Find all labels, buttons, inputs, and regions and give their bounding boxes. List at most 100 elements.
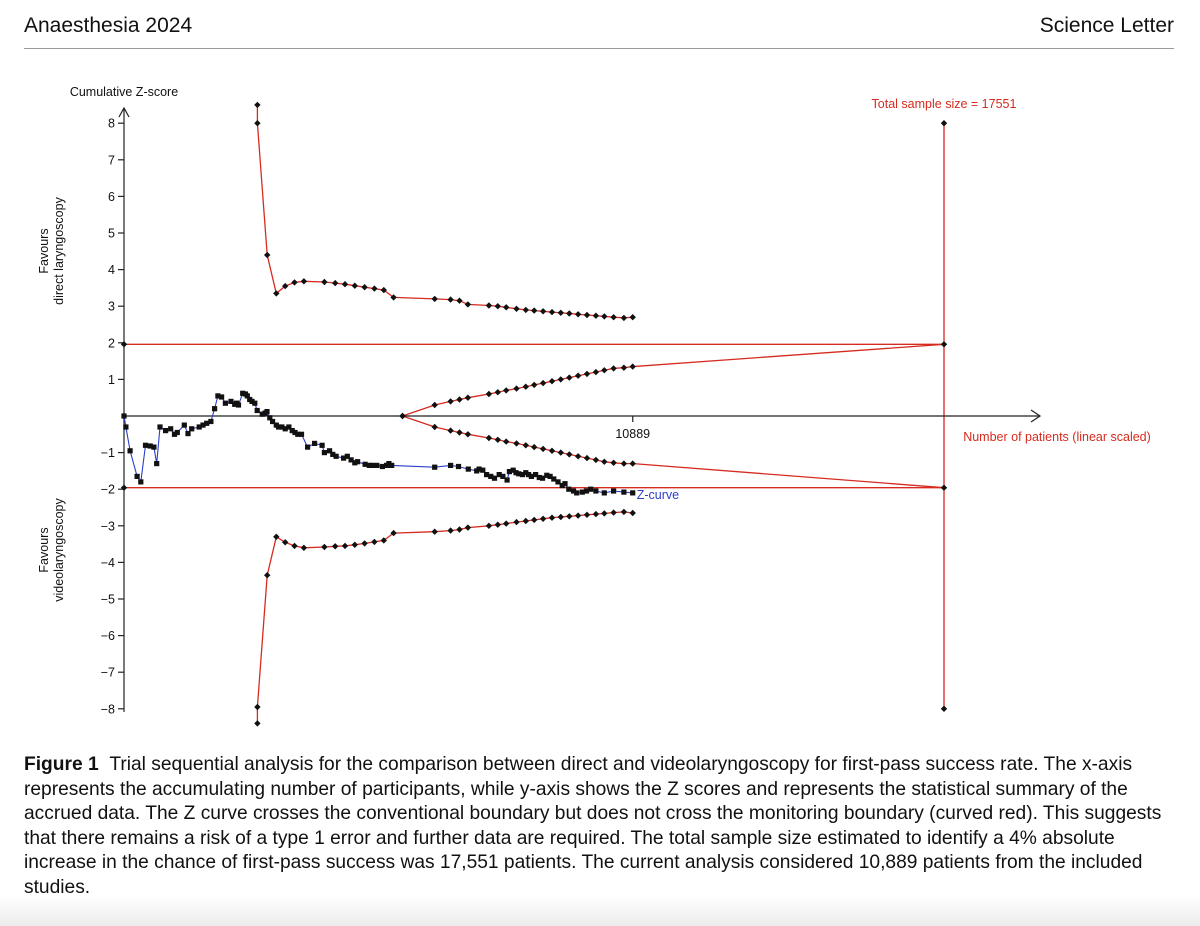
z-curve-point <box>526 472 532 478</box>
monitoring-boundary-lower-line <box>256 511 633 724</box>
monitoring-boundary-upper-point <box>629 314 636 321</box>
futility-boundary-lower-point <box>513 440 520 447</box>
futility-boundary-upper-point <box>456 396 463 403</box>
z-curve-point <box>491 475 498 481</box>
z-curve-point <box>448 462 454 468</box>
monitoring-boundary-upper-point <box>254 120 261 127</box>
futility-boundary-upper-point <box>464 394 472 401</box>
monitoring-boundary-upper-point <box>620 314 628 322</box>
futility-boundary-upper-point <box>601 367 608 374</box>
z-curve-point <box>355 459 361 465</box>
monitoring-boundary-lower-point <box>503 520 510 527</box>
monitoring-boundary-upper-point <box>566 310 573 317</box>
futility-boundary-lower-point <box>464 431 472 438</box>
z-curve-point <box>244 393 250 399</box>
z-curve-point <box>282 426 288 432</box>
futility-boundary-lower-line <box>402 415 945 489</box>
z-curve-point <box>305 444 311 450</box>
z-curve-point <box>570 488 577 494</box>
monitoring-boundary-upper-point <box>380 286 387 294</box>
monitoring-boundary-upper-point <box>456 297 463 304</box>
z-curve-point <box>147 443 153 449</box>
z-curve-point <box>432 464 438 470</box>
z-curve-point <box>621 489 627 495</box>
futility-boundary-lower-point <box>583 454 591 462</box>
z-curve-point <box>352 460 358 466</box>
journal-name: Anaesthesia 2024 <box>24 14 193 37</box>
monitoring-boundary-upper-point <box>390 294 397 301</box>
futility-boundary-lower-point <box>447 427 454 434</box>
monitoring-boundary-upper-point <box>557 309 564 316</box>
z-curve-point <box>276 424 282 430</box>
z-curve-point <box>333 453 339 459</box>
z-curve-point <box>157 424 163 430</box>
monitoring-boundary-upper-point <box>548 308 556 316</box>
z-curve-point <box>579 489 585 495</box>
futility-boundary-upper-point <box>620 364 628 371</box>
z-curve-point <box>134 473 140 479</box>
futility-boundary-lower-point <box>592 456 600 464</box>
monitoring-boundary-upper-point <box>503 304 510 311</box>
z-curve-point <box>289 428 295 434</box>
boundary-markers <box>120 101 948 727</box>
monitoring-boundary-lower-point <box>620 508 628 516</box>
monitoring-boundary-upper-point <box>522 306 529 314</box>
futility-boundary-upper-point <box>629 363 636 370</box>
monitoring-boundary-lower-point <box>513 518 520 526</box>
z-curve-point <box>212 406 218 412</box>
z-curve-point <box>252 400 258 406</box>
z-curve-point <box>142 442 149 448</box>
futility-boundary-lower-point <box>399 412 406 420</box>
z-curve-point <box>123 424 129 430</box>
y-tick-label: 1 <box>108 373 115 387</box>
y-tick-label: 3 <box>108 300 115 314</box>
total-sample-size-marker <box>940 120 948 127</box>
z-curve-point <box>562 481 568 487</box>
figure-caption: Figure 1 Trial sequential analysis for t… <box>24 753 1176 901</box>
monitoring-boundary-upper-point <box>351 282 358 289</box>
z-curve-point <box>196 424 202 430</box>
z-curve-point <box>630 490 636 496</box>
z-curve-point <box>500 473 506 479</box>
monitoring-boundary-lower-point <box>447 527 454 534</box>
z-curve-point <box>369 462 375 468</box>
z-curve-point <box>510 467 516 473</box>
monitoring-boundary-lower-point <box>380 537 387 544</box>
z-curve-point <box>374 462 380 468</box>
futility-boundary-upper-point <box>431 401 438 409</box>
futility-boundary-upper-point <box>485 390 493 398</box>
monitoring-boundary-upper-point <box>371 285 378 292</box>
z-curve-point <box>154 461 160 467</box>
z-curve-point <box>292 429 298 436</box>
z-curve-point <box>386 461 392 467</box>
z-curve-point <box>559 482 565 489</box>
caption-label: Figure 1 <box>24 754 99 775</box>
y-tick-label: −7 <box>101 666 115 680</box>
z-curve-point <box>366 462 372 468</box>
z-curve-point <box>204 420 210 426</box>
futility-boundary-lower-point <box>610 459 617 466</box>
z-curve-point <box>185 431 191 437</box>
monitoring-boundary-lower-point <box>557 513 564 521</box>
z-curve-point <box>533 472 539 478</box>
monitoring-boundary-upper-point <box>300 278 308 285</box>
monitoring-boundary-lower-point <box>601 510 608 517</box>
futility-boundary-upper-point <box>566 374 573 381</box>
z-curve-point <box>528 473 534 479</box>
monitoring-boundary-lower-point <box>273 533 280 540</box>
z-curve-point <box>504 477 510 483</box>
monitoring-boundary-upper-point <box>601 313 608 320</box>
z-curve-point <box>583 488 590 494</box>
z-curve-point <box>588 486 594 492</box>
z-curve-point <box>163 428 169 434</box>
y-tick-label: 6 <box>108 190 115 204</box>
monitoring-boundary-lower-point <box>341 542 349 550</box>
futility-boundary-upper-point <box>522 383 529 390</box>
futility-boundary-upper-point <box>574 372 582 379</box>
futility-boundary-lower-point <box>557 449 564 456</box>
trial-sequential-chart: 10889 Cumulative Z-score Number of patie… <box>37 85 1151 727</box>
z-curve-point <box>496 472 502 478</box>
monitoring-boundary-lower-point <box>539 515 547 522</box>
z-curve-point <box>228 398 234 404</box>
bottom-fade <box>0 896 1200 926</box>
